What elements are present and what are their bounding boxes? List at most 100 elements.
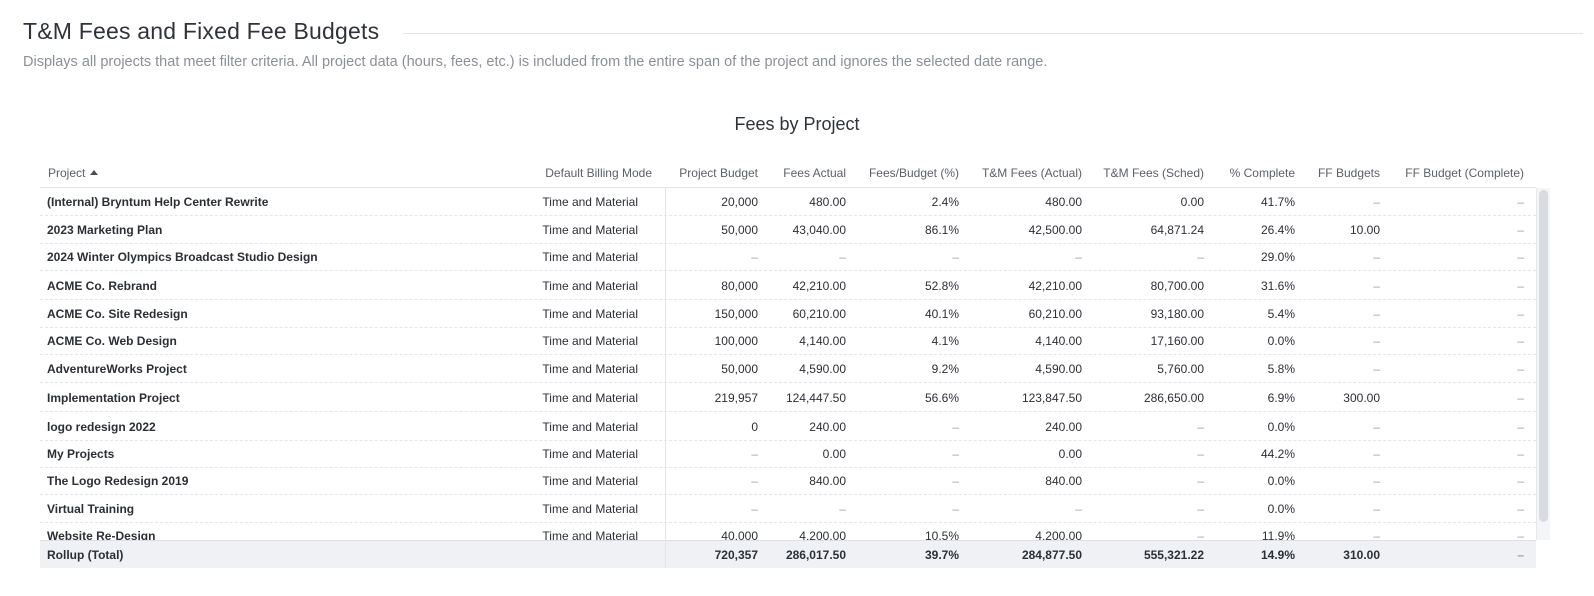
cell-ff-budgets: – [1373, 419, 1380, 434]
cell-billing: Time and Material [542, 249, 638, 264]
cell-tm-actual: – [1075, 501, 1082, 516]
cell-fees-actual: – [839, 249, 846, 264]
cell-budget: 50,000 [721, 222, 758, 237]
cell-fees-budget-pct: – [952, 419, 959, 434]
cell-ff-budgets: – [1373, 278, 1380, 293]
rollup-tm-actual: 284,877.50 [1021, 547, 1082, 562]
cell-project: ACME Co. Rebrand [47, 278, 158, 293]
cell-fees-actual: 840.00 [809, 473, 846, 488]
cell-complete: 41.7% [1260, 194, 1295, 209]
cell-fees-actual: – [839, 501, 846, 516]
table-row[interactable]: The Logo Redesign 2019 Time and Material –… [40, 467, 1536, 495]
cell-project: Implementation Project [47, 390, 180, 405]
cell-billing: Time and Material [542, 361, 638, 376]
table-row[interactable]: 2023 Marketing Plan Time and Material 50,0… [40, 216, 1536, 244]
vertical-scrollbar[interactable] [1536, 188, 1550, 540]
cell-billing: Time and Material [542, 528, 638, 541]
table-row[interactable]: 2024 Winter Olympics Broadcast Studio De… [40, 243, 1536, 271]
cell-ff-complete: – [1517, 249, 1524, 264]
table-row[interactable]: ACME Co. Rebrand Time and Material 80,000 4… [40, 272, 1536, 300]
table-row[interactable]: Implementation Project Time and Material 2… [40, 384, 1536, 412]
cell-complete: 0.0% [1267, 501, 1295, 516]
cell-budget: 50,000 [721, 361, 758, 376]
cell-complete: 29.0% [1260, 249, 1295, 264]
column-header-tm-sched[interactable]: T&M Fees (Sched) [1103, 165, 1204, 180]
scrollbar-thumb[interactable] [1539, 190, 1548, 522]
cell-complete: 6.9% [1267, 390, 1295, 405]
cell-tm-sched: – [1197, 473, 1204, 488]
fees-grid: Project Default Billing Mode Project Bud… [40, 158, 1550, 568]
cell-billing: Time and Material [542, 194, 638, 209]
cell-ff-complete: – [1517, 446, 1524, 461]
cell-tm-actual: 123,847.50 [1021, 390, 1082, 405]
cell-billing: Time and Material [542, 278, 638, 293]
report-header: T&M Fees and Fixed Fee Budgets Displays … [23, 18, 1583, 70]
column-header-complete[interactable]: % Complete [1229, 165, 1295, 180]
table-row[interactable]: Website Re-Design Time and Material 40,000… [40, 522, 1536, 541]
cell-fees-actual: 4,590.00 [799, 361, 846, 376]
cell-fees-actual: 0.00 [822, 446, 846, 461]
cell-fees-actual: 480.00 [809, 194, 846, 209]
column-header-fees-actual[interactable]: Fees Actual [783, 165, 846, 180]
cell-tm-sched: 93,180.00 [1150, 306, 1204, 321]
cell-budget: 150,000 [714, 306, 758, 321]
column-header-project[interactable]: Project [48, 158, 348, 187]
cell-fees-budget-pct: 56.6% [924, 390, 959, 405]
cell-ff-budgets: 300.00 [1343, 390, 1380, 405]
cell-ff-budgets: – [1373, 473, 1380, 488]
column-header-tm-actual[interactable]: T&M Fees (Actual) [981, 165, 1082, 180]
cell-fees-actual: 4,140.00 [799, 333, 846, 348]
cell-tm-actual: 240.00 [1045, 419, 1082, 434]
cell-tm-sched: – [1197, 528, 1204, 541]
grid-body[interactable]: (Internal) Bryntum Help Center Rewrite Ti… [40, 188, 1536, 540]
cell-ff-complete: – [1517, 333, 1524, 348]
cell-fees-budget-pct: – [952, 501, 959, 516]
column-header-billing[interactable]: Default Billing Mode [545, 165, 652, 180]
cell-complete: 11.9% [1261, 528, 1295, 541]
table-row[interactable]: ACME Co. Web Design Time and Material 100,… [40, 327, 1536, 355]
cell-budget: 20,000 [721, 194, 758, 209]
cell-project: 2023 Marketing Plan [47, 222, 163, 237]
table-row[interactable]: Virtual Training Time and Material – – – – – 0.… [40, 495, 1536, 523]
table-title: Fees by Project [734, 114, 860, 134]
column-header-fees-budget-pct[interactable]: Fees/Budget (%) [868, 165, 959, 180]
column-header-budget[interactable]: Project Budget [679, 165, 758, 180]
cell-project: ACME Co. Site Redesign [47, 306, 188, 321]
table-row[interactable]: logo redesign 2022 Time and Material 0 240.… [40, 413, 1536, 441]
title-row: T&M Fees and Fixed Fee Budgets [23, 18, 1583, 45]
cell-complete: 0.0% [1267, 473, 1295, 488]
cell-fees-budget-pct: – [952, 473, 959, 488]
table-row[interactable]: AdventureWorks Project Time and Material 5… [40, 355, 1536, 383]
cell-tm-sched: 80,700.00 [1150, 278, 1204, 293]
cell-ff-complete: – [1517, 306, 1524, 321]
cell-tm-actual: 480.00 [1045, 194, 1082, 209]
cell-tm-actual: 840.00 [1045, 473, 1082, 488]
table-row[interactable]: My Projects Time and Material – 0.00 – 0.00 – 4… [40, 440, 1536, 468]
cell-billing: Time and Material [542, 419, 638, 434]
cell-ff-complete: – [1517, 528, 1524, 541]
grid-header-row: Project Default Billing Mode Project Bud… [40, 158, 1536, 188]
cell-ff-budgets: – [1373, 249, 1380, 264]
column-header-ff-complete[interactable]: FF Budget (Complete) [1405, 165, 1524, 180]
cell-fees-budget-pct: 2.4% [931, 194, 959, 209]
cell-project: logo redesign 2022 [47, 419, 156, 434]
table-row[interactable]: (Internal) Bryntum Help Center Rewrite Ti… [40, 188, 1536, 216]
cell-ff-budgets: 10.00 [1349, 222, 1380, 237]
rollup-tm-sched: 555,321.22 [1143, 547, 1204, 562]
cell-fees-actual: 43,040.00 [792, 222, 846, 237]
page-title: T&M Fees and Fixed Fee Budgets [23, 18, 380, 44]
cell-ff-budgets: – [1373, 501, 1380, 516]
cell-fees-budget-pct: – [952, 249, 959, 264]
cell-billing: Time and Material [542, 473, 638, 488]
column-header-ff-budgets[interactable]: FF Budgets [1317, 165, 1380, 180]
cell-tm-sched: 64,871.24 [1150, 222, 1204, 237]
cell-ff-complete: – [1517, 390, 1524, 405]
column-divider [665, 188, 666, 568]
cell-ff-budgets: – [1373, 194, 1380, 209]
cell-fees-budget-pct: – [952, 446, 959, 461]
rollup-fees-actual: 286,017.50 [785, 547, 846, 562]
table-row[interactable]: ACME Co. Site Redesign Time and Material 1… [40, 300, 1536, 328]
cell-budget: 219,957 [714, 390, 758, 405]
cell-ff-complete: – [1517, 419, 1524, 434]
cell-budget: 100,000 [714, 333, 758, 348]
